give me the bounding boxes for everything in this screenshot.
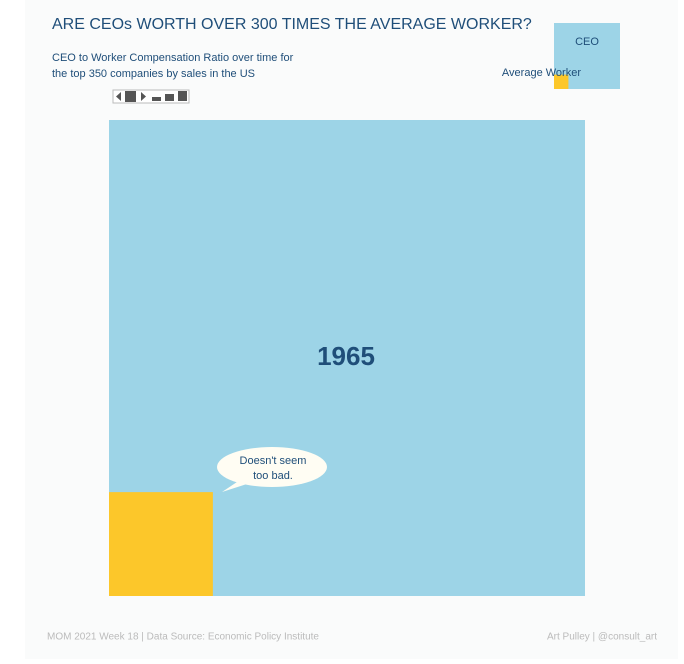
footer-source: MOM 2021 Week 18 | Data Source: Economic… bbox=[47, 632, 319, 643]
annotation: too bad. bbox=[253, 470, 293, 482]
speed-fast[interactable] bbox=[178, 91, 187, 101]
year-label: 1965 bbox=[317, 341, 375, 371]
chart-title: ARE CEOs WORTH OVER 300 TIMES THE AVERAG… bbox=[52, 16, 532, 33]
prev-button[interactable] bbox=[116, 92, 121, 101]
square bbox=[109, 492, 213, 596]
speed-slow[interactable] bbox=[152, 97, 161, 101]
playback-controls[interactable] bbox=[112, 89, 190, 104]
next-button[interactable] bbox=[141, 92, 146, 101]
speech-bubble bbox=[217, 447, 327, 487]
legend-label: Average Worker bbox=[502, 67, 581, 79]
subtitle: CEO to Worker Compensation Ratio over ti… bbox=[52, 52, 294, 64]
stop-button[interactable] bbox=[125, 91, 136, 102]
legend-label: CEO bbox=[575, 36, 599, 48]
annotation: Doesn't seem bbox=[240, 455, 307, 467]
footer-credit: Art Pulley | @consult_art bbox=[547, 632, 657, 643]
subtitle: the top 350 companies by sales in the US bbox=[52, 68, 255, 80]
controls-frame bbox=[112, 89, 190, 104]
speed-medium[interactable] bbox=[165, 94, 174, 101]
legend-swatch bbox=[554, 74, 569, 89]
